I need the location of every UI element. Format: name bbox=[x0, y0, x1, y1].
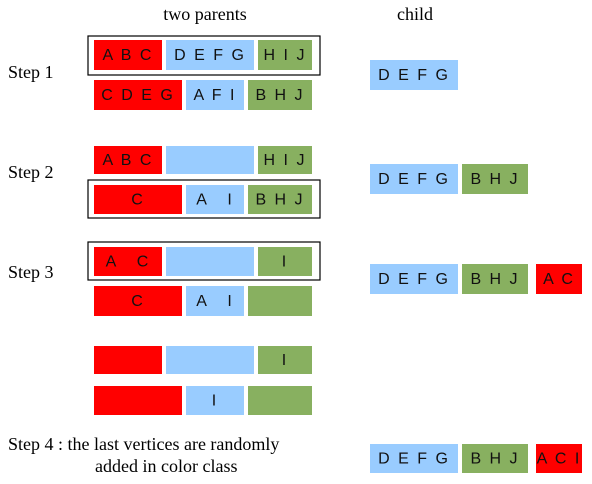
color-block bbox=[94, 247, 162, 276]
color-block bbox=[94, 185, 182, 214]
block-label: A F I bbox=[194, 87, 237, 104]
color-block bbox=[370, 60, 458, 90]
color-block bbox=[370, 444, 458, 473]
color-block bbox=[94, 80, 182, 110]
color-block bbox=[462, 164, 528, 194]
block-label: B H J bbox=[470, 171, 519, 188]
block-label: H I J bbox=[264, 152, 307, 169]
color-block bbox=[186, 286, 244, 316]
block-label: I bbox=[282, 254, 288, 271]
selected-parent-box bbox=[87, 241, 321, 281]
color-block bbox=[166, 40, 254, 70]
color-block bbox=[94, 146, 162, 174]
color-block bbox=[462, 444, 528, 473]
color-block bbox=[258, 146, 312, 174]
block-label: B H J bbox=[255, 87, 304, 104]
color-block bbox=[248, 185, 312, 214]
header-child: child bbox=[397, 4, 433, 24]
block-label: A C I bbox=[537, 451, 582, 468]
color-block bbox=[166, 346, 254, 374]
selected-parent-box bbox=[87, 35, 321, 76]
color-block bbox=[248, 286, 312, 316]
block-label: I bbox=[282, 352, 288, 369]
color-block bbox=[370, 264, 458, 294]
color-block bbox=[248, 386, 312, 415]
color-block bbox=[94, 40, 162, 70]
block-label: I bbox=[212, 393, 218, 410]
block-label: D E F G bbox=[378, 451, 450, 468]
color-block bbox=[186, 386, 244, 415]
color-block bbox=[258, 40, 312, 70]
step4-label: added in color class bbox=[95, 456, 237, 476]
step4-label: Step 4 : the last vertices are randomly bbox=[8, 434, 279, 454]
block-label: C bbox=[131, 293, 145, 310]
block-label: C D E G bbox=[101, 87, 175, 104]
block-label: A I bbox=[196, 293, 234, 310]
step-label: Step 1 bbox=[8, 62, 54, 82]
color-block bbox=[536, 444, 582, 473]
color-block bbox=[166, 247, 254, 276]
block-label: C bbox=[131, 192, 145, 209]
block-label: B H J bbox=[470, 271, 519, 288]
selected-parent-box bbox=[87, 179, 321, 219]
block-label: D E F G bbox=[378, 171, 450, 188]
block-label: D E F G bbox=[378, 67, 450, 84]
color-block bbox=[94, 286, 182, 316]
color-block bbox=[258, 247, 312, 276]
block-label: H I J bbox=[264, 47, 307, 64]
block-label: B H J bbox=[470, 451, 519, 468]
color-block bbox=[94, 346, 162, 374]
color-block bbox=[370, 164, 458, 194]
color-block bbox=[186, 185, 244, 214]
color-block bbox=[462, 264, 528, 294]
step-label: Step 2 bbox=[8, 162, 54, 182]
block-label: A B C bbox=[103, 152, 154, 169]
color-block bbox=[166, 146, 254, 174]
step-label: Step 3 bbox=[8, 262, 54, 282]
block-label: A B C bbox=[103, 47, 154, 64]
color-block bbox=[248, 80, 312, 110]
color-block bbox=[536, 264, 582, 294]
block-label: B H J bbox=[255, 192, 304, 209]
block-label: D E F G bbox=[174, 47, 246, 64]
block-label: A C bbox=[543, 271, 575, 288]
color-block bbox=[186, 80, 244, 110]
color-block bbox=[94, 386, 182, 415]
color-block bbox=[258, 346, 312, 374]
header-parents: two parents bbox=[163, 4, 246, 24]
block-label: A C bbox=[106, 254, 151, 271]
block-label: D E F G bbox=[378, 271, 450, 288]
block-label: A I bbox=[196, 192, 234, 209]
